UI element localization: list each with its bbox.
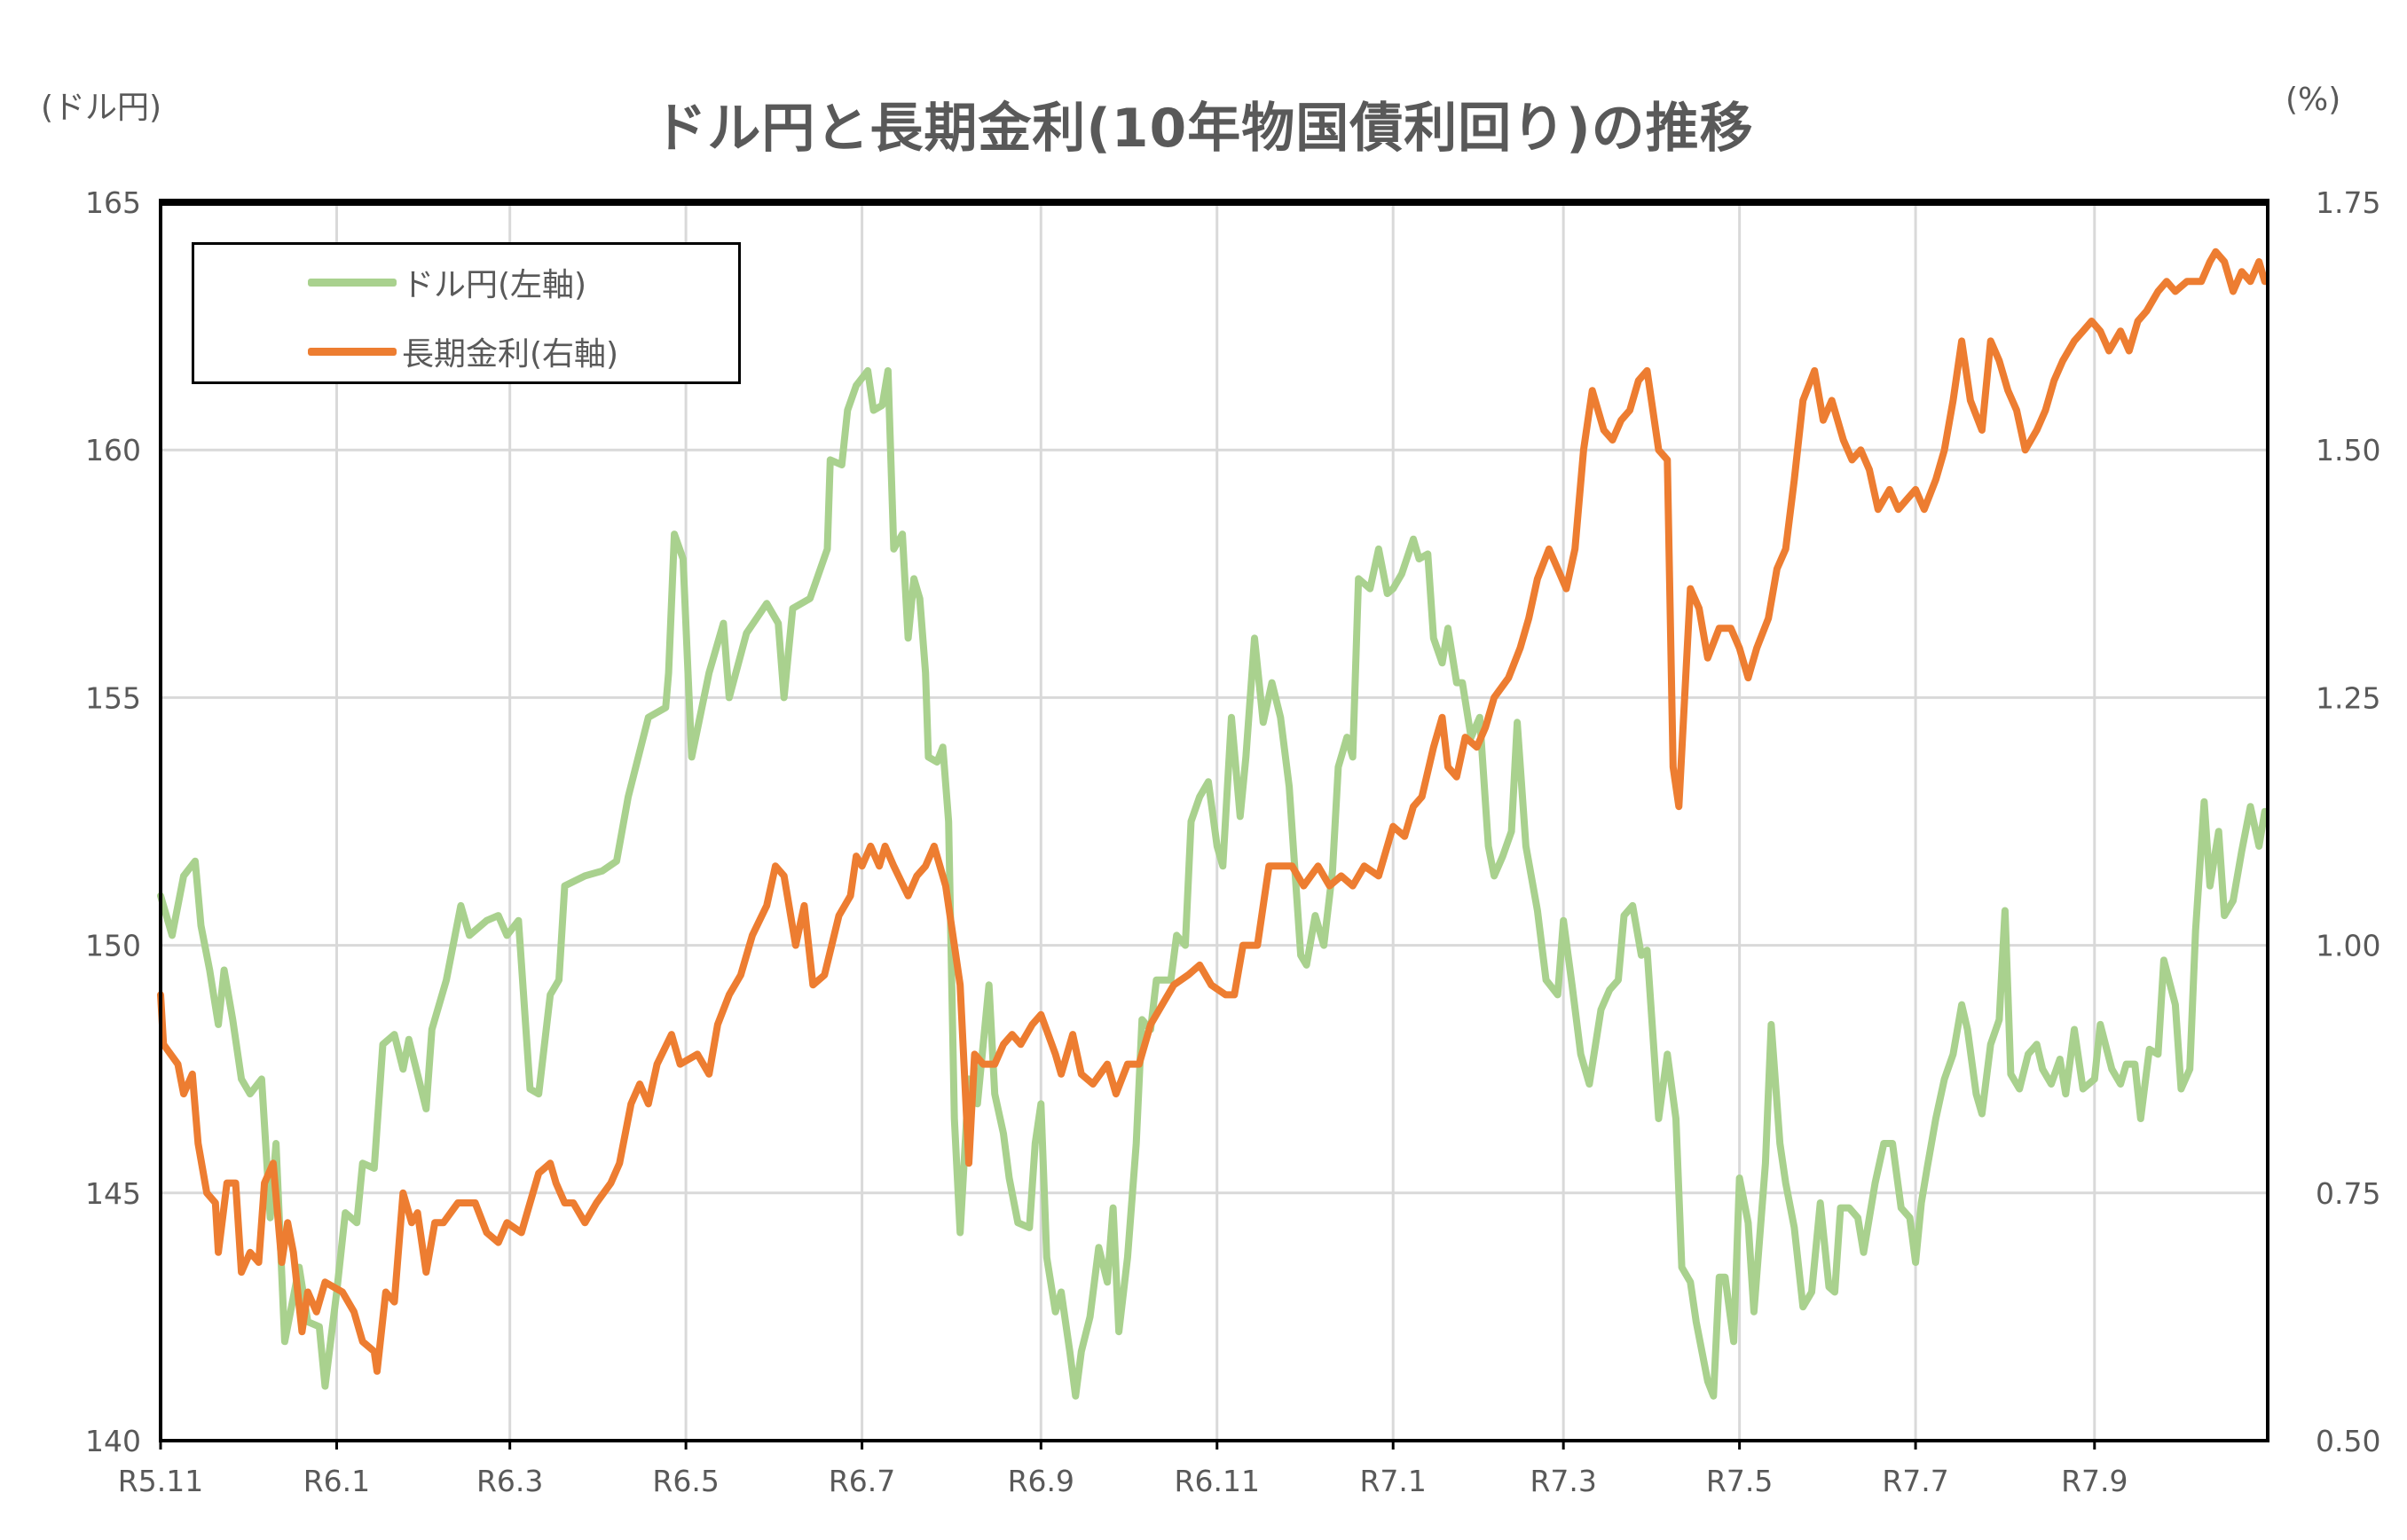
x-tick-label: R6.5 [652, 1464, 719, 1498]
x-tick-label: R7.5 [1706, 1464, 1773, 1498]
x-tick-label: R5.11 [118, 1464, 203, 1498]
y-left-tick-label: 150 [85, 929, 141, 963]
right-axis-unit: (%) [2285, 82, 2341, 118]
legend-item-usdjpy: ドル円(左軸) [308, 259, 586, 305]
x-tick-label: R7.3 [1530, 1464, 1596, 1498]
legend-swatch-usdjpy [308, 278, 397, 287]
chart-title: ドル円と長期金利(10年物国債利回り)の推移 [653, 98, 1754, 160]
left-axis-unit: (ドル円) [41, 90, 162, 126]
y-left-tick-label: 155 [85, 680, 141, 715]
y-right-tick-label: 1.00 [2316, 929, 2380, 963]
series-line-usdjpy [157, 366, 2269, 1400]
legend-label-jgb: 長期金利(右軸) [402, 336, 619, 373]
x-tick-label: R6.3 [476, 1464, 543, 1498]
x-tick-label: R6.1 [303, 1464, 370, 1498]
x-tick-label: R7.9 [2061, 1464, 2128, 1498]
series-line-jgb-yield [157, 248, 2269, 1375]
x-tick-label: R7.7 [1882, 1464, 1948, 1498]
x-tick-label: R6.11 [1175, 1464, 1260, 1498]
y-right-tick-label: 0.50 [2316, 1424, 2380, 1458]
legend-label-usdjpy: ドル円(左軸) [402, 267, 587, 303]
y-left-tick-label: 165 [85, 185, 141, 220]
y-left-tick-label: 140 [85, 1424, 141, 1458]
y-right-tick-label: 1.75 [2316, 185, 2380, 220]
y-left-tick-label: 145 [85, 1176, 141, 1211]
x-tick-label: R6.9 [1008, 1464, 1074, 1498]
y-right-tick-label: 1.50 [2316, 433, 2380, 468]
x-tick-label: R7.1 [1360, 1464, 1427, 1498]
y-left-tick-label: 160 [85, 433, 141, 468]
y-right-tick-label: 0.75 [2316, 1176, 2380, 1211]
legend-item-jgb: 長期金利(右軸) [308, 328, 618, 374]
x-tick-label: R6.7 [829, 1464, 895, 1498]
y-right-tick-label: 1.25 [2316, 680, 2380, 715]
legend-swatch-jgb [308, 347, 397, 356]
legend: ドル円(左軸) 長期金利(右軸) [192, 242, 741, 384]
